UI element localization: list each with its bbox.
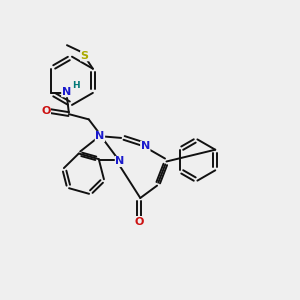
Text: O: O <box>41 106 50 116</box>
Text: N: N <box>141 141 150 151</box>
Text: H: H <box>72 81 80 90</box>
Text: N: N <box>115 157 124 166</box>
Text: O: O <box>134 217 143 226</box>
Text: N: N <box>95 131 105 142</box>
Text: N: N <box>62 87 71 97</box>
Text: S: S <box>81 51 88 61</box>
